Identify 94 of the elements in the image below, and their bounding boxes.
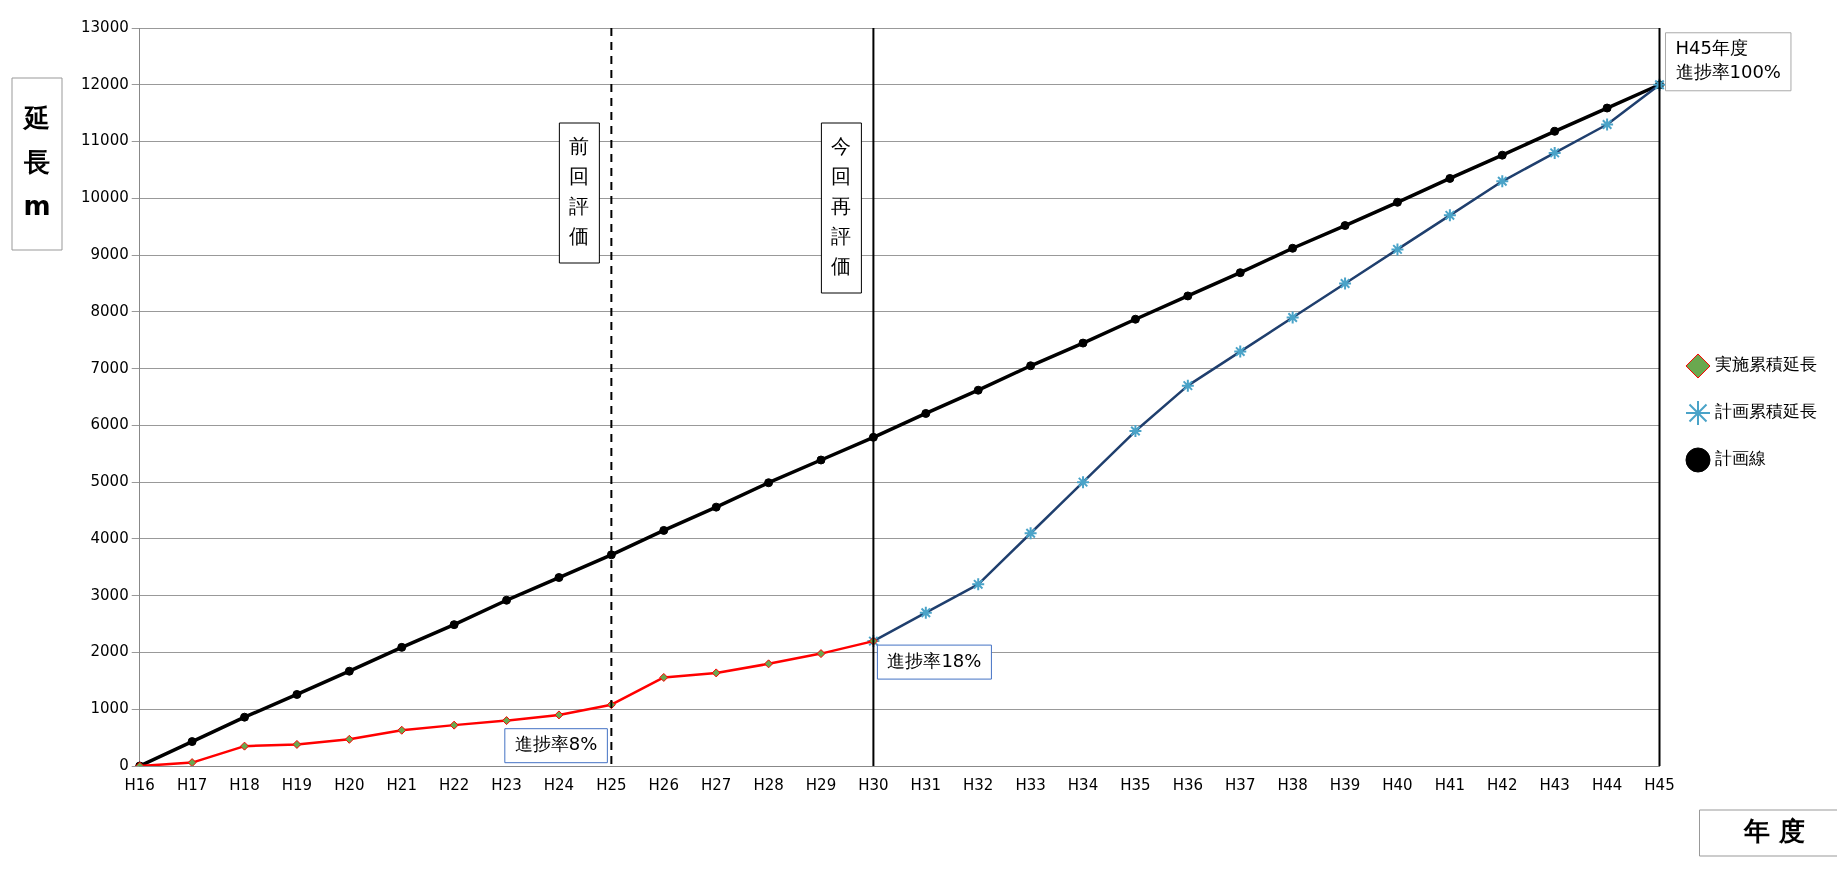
point: [502, 716, 512, 726]
legend-label: 計画累積延長: [1715, 401, 1817, 422]
point: [1026, 361, 1036, 371]
y-tick-label: 9000: [90, 244, 129, 263]
point: [1235, 268, 1245, 278]
y-tick-label: 7000: [90, 358, 129, 377]
point: [711, 502, 721, 512]
x-tick-label: H25: [596, 775, 627, 794]
x-tick-label: H19: [281, 775, 313, 794]
ref-line-label: 今回再評価: [831, 134, 852, 279]
x-tick-label: H41: [1434, 775, 1466, 794]
point: [764, 659, 774, 669]
y-tick-label: 4000: [90, 528, 129, 547]
point: [606, 550, 616, 560]
point: [397, 725, 407, 735]
x-tick-label: H43: [1539, 775, 1570, 794]
legend-label: 計画線: [1715, 448, 1766, 469]
ref-line-label: 前回評価: [569, 134, 590, 249]
point: [292, 739, 302, 749]
y-axis-title: 延長m: [22, 102, 51, 221]
y-tick-label: 13000: [81, 17, 129, 36]
x-tick-label: H16: [124, 775, 155, 794]
point: [816, 649, 826, 659]
x-tick-label: H18: [229, 775, 260, 794]
annotation: H45年度: [1675, 37, 1748, 59]
y-tick-label: 8000: [90, 301, 129, 320]
point: [187, 758, 197, 766]
x-tick-label: H23: [491, 775, 522, 794]
point: [921, 408, 931, 418]
x-tick-label: H17: [176, 775, 208, 794]
legend-label: 実施累積延長: [1715, 354, 1817, 375]
point: [240, 712, 250, 722]
y-tick-label: 10000: [81, 188, 129, 207]
point: [449, 620, 459, 630]
point: [973, 385, 983, 395]
x-tick-label: H31: [910, 775, 941, 794]
x-tick-label: H38: [1277, 775, 1308, 794]
y-tick-label: 12000: [81, 74, 129, 93]
y-tick-label: 11000: [81, 131, 129, 150]
point: [1497, 150, 1507, 160]
point: [659, 525, 669, 535]
point: [1445, 173, 1455, 183]
point: [1340, 221, 1350, 231]
x-tick-label: H37: [1225, 775, 1256, 794]
y-tick-label: 3000: [90, 585, 129, 604]
y-tick-label: 0: [119, 755, 129, 774]
y-tick-label: 6000: [90, 415, 129, 434]
x-tick-label: H28: [753, 775, 784, 794]
y-tick-label: 2000: [90, 642, 129, 661]
x-tick-label: H42: [1487, 775, 1518, 794]
point: [344, 734, 354, 744]
point: [397, 642, 407, 652]
x-tick-label: H34: [1067, 775, 1099, 794]
y-tick-label: 5000: [90, 472, 129, 491]
x-axis-title: 年 度: [1742, 815, 1806, 846]
x-tick-label: H22: [438, 775, 470, 794]
point: [1602, 103, 1612, 113]
point: [187, 737, 197, 747]
point: [344, 666, 354, 676]
annotation: 進捗率18%: [887, 649, 982, 671]
x-tick-label: H32: [963, 775, 994, 794]
x-tick-label: H27: [701, 775, 732, 794]
point: [554, 710, 564, 720]
annotation: 進捗率8%: [514, 733, 598, 755]
point: [502, 595, 512, 605]
x-tick-label: H40: [1382, 775, 1413, 794]
x-tick-label: H21: [386, 775, 417, 794]
point: [1183, 291, 1193, 301]
point: [240, 741, 250, 751]
point: [449, 720, 459, 730]
y-tick-label: 1000: [90, 699, 129, 718]
point: [1392, 197, 1402, 207]
x-tick-label: H30: [858, 775, 889, 794]
x-tick-label: H36: [1172, 775, 1204, 794]
point: [1288, 243, 1298, 253]
point: [764, 478, 774, 488]
point: [816, 455, 826, 465]
x-tick-label: H45: [1644, 775, 1675, 794]
x-tick-label: H44: [1591, 775, 1623, 794]
x-tick-label: H20: [334, 775, 365, 794]
x-tick-label: H26: [648, 775, 679, 794]
annotation: 進捗率100%: [1675, 61, 1781, 83]
point: [554, 573, 564, 583]
x-tick-label: H29: [805, 775, 837, 794]
point: [659, 672, 669, 682]
x-tick-label: H24: [543, 775, 575, 794]
point: [1078, 338, 1088, 348]
point: [292, 689, 302, 699]
x-tick-label: H33: [1015, 775, 1046, 794]
x-tick-label: H35: [1120, 775, 1151, 794]
point: [1130, 314, 1140, 324]
point: [711, 668, 721, 678]
x-tick-label: H39: [1329, 775, 1361, 794]
point: [1550, 126, 1560, 136]
